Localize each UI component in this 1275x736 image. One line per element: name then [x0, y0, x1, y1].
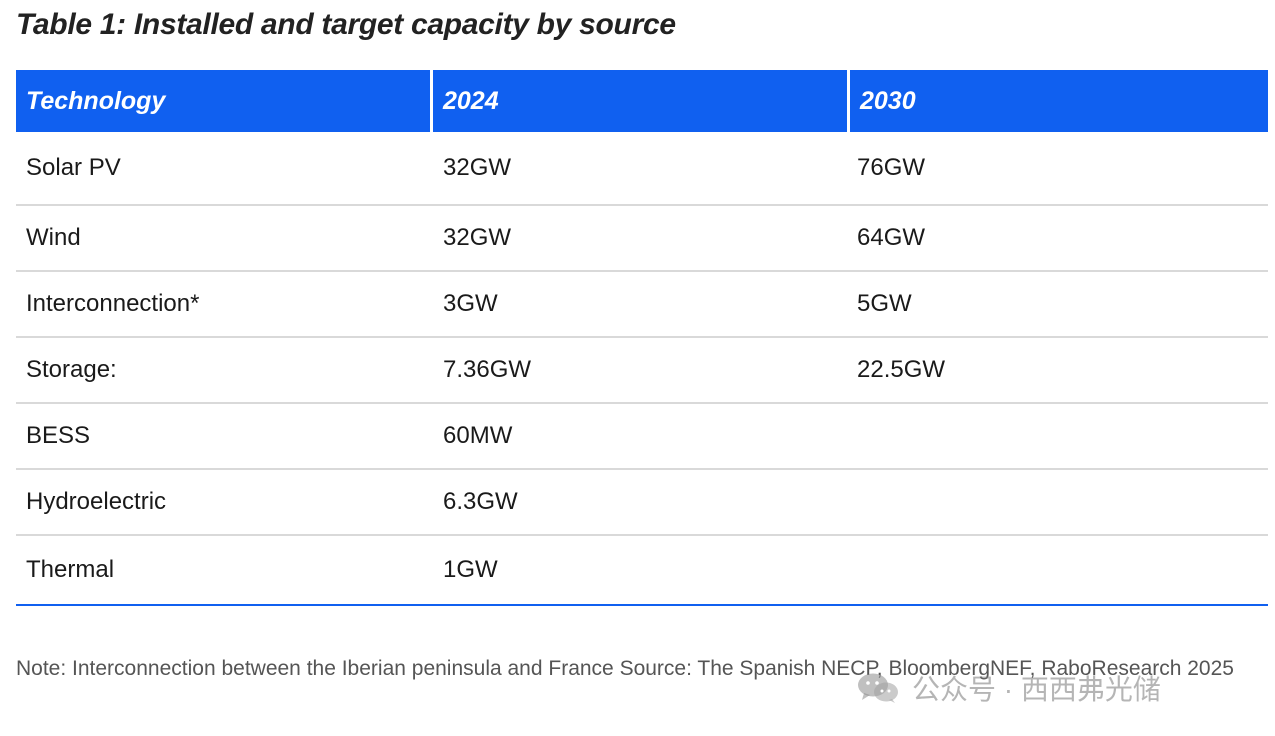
header-2030: 2030 [850, 70, 1268, 132]
cell-technology: BESS [26, 422, 91, 449]
table-row: Thermal 1GW [16, 536, 1268, 606]
cell-2024: 6.3GW [443, 488, 518, 515]
table-row: Hydroelectric 6.3GW [16, 470, 1268, 536]
cell-technology: Wind [26, 224, 81, 251]
cell-2030 [844, 404, 1262, 468]
cell-technology: Storage: [26, 356, 117, 383]
cell-2024: 60MW [443, 422, 513, 449]
cell-2024: 3GW [443, 290, 498, 317]
table-row: Interconnection* 3GW 5GW [16, 272, 1268, 338]
table-row: BESS 60MW [16, 404, 1268, 470]
cell-2024: 32GW [443, 154, 512, 181]
cell-2030: 5GW [857, 290, 912, 317]
cell-2030 [844, 536, 1262, 604]
table-header-row: Technology 2024 2030 [16, 70, 1268, 132]
cell-2024: 1GW [443, 556, 498, 583]
cell-technology: Hydroelectric [26, 488, 167, 515]
table-row: Solar PV 32GW 76GW [16, 132, 1268, 206]
cell-technology: Solar PV [26, 154, 121, 181]
capacity-table: Technology 2024 2030 Solar PV 32GW 76GW … [16, 70, 1268, 606]
cell-2030: 22.5GW [857, 356, 946, 383]
cell-2030: 76GW [857, 154, 926, 181]
cell-2030: 64GW [857, 224, 926, 251]
table-title: Table 1: Installed and target capacity b… [16, 8, 676, 41]
table-note: Note: Interconnection between the Iberia… [16, 657, 1234, 680]
cell-technology: Thermal [26, 556, 115, 583]
table-row: Wind 32GW 64GW [16, 206, 1268, 272]
table-row: Storage: 7.36GW 22.5GW [16, 338, 1268, 404]
cell-2024: 7.36GW [443, 356, 532, 383]
cell-2024: 32GW [443, 224, 512, 251]
header-technology: Technology [16, 70, 430, 132]
cell-2030 [844, 470, 1262, 534]
header-2024: 2024 [433, 70, 847, 132]
cell-technology: Interconnection* [26, 290, 200, 317]
